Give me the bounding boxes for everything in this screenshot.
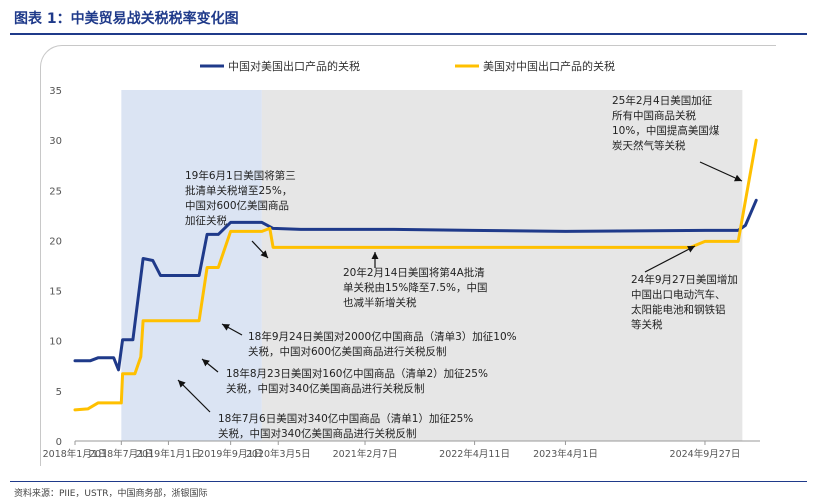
x-tick-label: 2018年7月1日 [89, 448, 154, 460]
annotation-2020-feb: 20年2月14日美国将第4A批清 单关税由15%降至7.5%，中国 也减半新增关… [343, 267, 488, 309]
annotation-2018-jul: 18年7月6日美国对340亿中国商品（清单1）加征25% 关税，中国对340亿美… [218, 413, 474, 440]
y-tick-label: 15 [49, 287, 62, 298]
annotation-arrow-6 [201, 358, 219, 373]
x-tick-label: 2018年1月1日 [43, 448, 108, 460]
y-tick-label: 0 [56, 437, 62, 448]
annotation-arrow-2 [251, 240, 269, 259]
annotation-arrow-4 [644, 245, 696, 273]
x-tick-label: 2022年4月11日 [439, 448, 510, 460]
legend-label-2: 美国对中国出口产品的关税 [483, 59, 615, 73]
x-tick-label: 2020年3月5日 [246, 448, 311, 460]
y-tick-label: 10 [49, 337, 62, 348]
shaded-region-2 [261, 90, 743, 441]
title-divider [10, 33, 807, 35]
figure-title: 图表 1：中美贸易战关税税率变化图 [14, 11, 239, 27]
x-tick-label: 2019年9月1日 [198, 448, 263, 460]
annotation-2018-sep: 18年9月24日美国对2000亿中国商品（清单3）加征10% 关税，中国对600… [248, 331, 517, 358]
y-tick-label: 20 [49, 236, 62, 247]
annotation-arrow-5 [221, 323, 243, 336]
annotation-arrow-1 [699, 161, 743, 182]
y-tick-label: 25 [49, 186, 62, 197]
y-tick-label: 5 [56, 387, 62, 398]
source-divider [10, 481, 807, 482]
annotation-arrow-7 [177, 379, 211, 413]
shaded-region-1 [121, 90, 262, 441]
x-tick-label: 2019年1月1日 [136, 448, 201, 460]
annotation-2024-sep: 24年9月27日美国增加 中国出口电动汽车、 太阳能电池和钢铁铝 等关税 [631, 274, 738, 331]
annotation-2025-feb: 25年2月4日美国加征 所有中国商品关税 10%，中国提高美国煤 炭天然气等关税 [612, 95, 720, 152]
chart-frame [40, 45, 776, 466]
legend-label-1: 中国对美国出口产品的关税 [228, 59, 360, 73]
series-line-china-exports [73, 198, 758, 372]
x-tick-label: 2023年4月1日 [533, 448, 598, 460]
y-tick-label: 35 [49, 86, 62, 97]
x-tick-label: 2021年2月7日 [333, 448, 398, 460]
annotation-2019-jun: 19年6月1日美国将第三 批清单关税增至25%， 中国对600亿美国商品 加征关… [185, 170, 296, 227]
y-tick-label: 30 [49, 136, 62, 147]
x-tick-label: 2024年9月27日 [670, 448, 741, 460]
annotation-2018-aug: 18年8月23日美国对160亿中国商品（清单2）加征25% 关税，中国对340亿… [226, 368, 488, 395]
source-note: 资料来源：PIIE，USTR，中国商务部，浙银国际 [14, 489, 208, 499]
